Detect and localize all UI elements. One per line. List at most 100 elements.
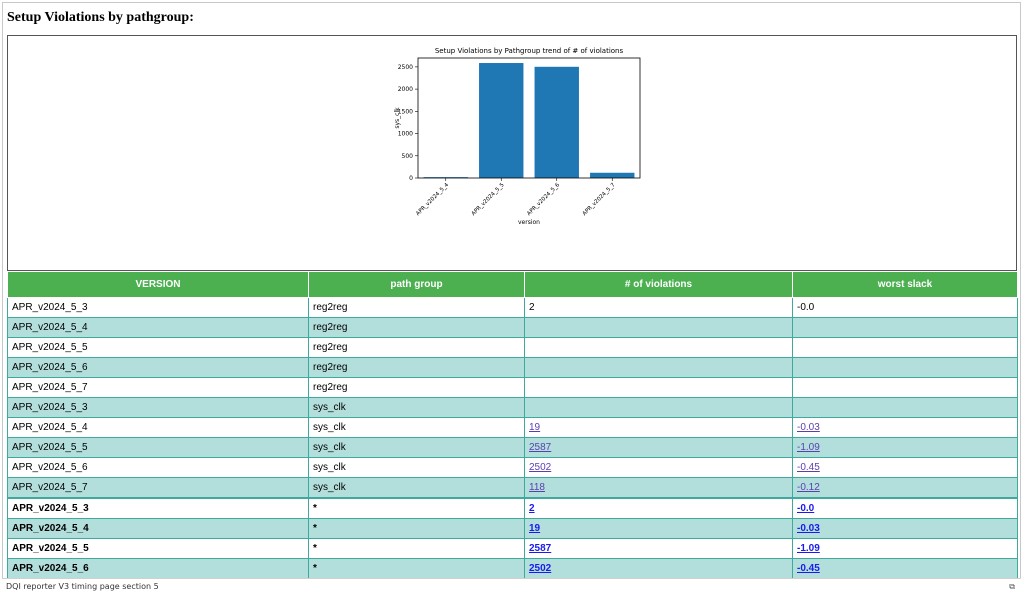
path-group-cell: reg2reg: [308, 317, 525, 338]
bar: [590, 172, 635, 178]
worst-slack-cell: [792, 377, 1018, 398]
y-tick-label: 2500: [398, 64, 413, 71]
violations-cell: [524, 377, 793, 398]
path-group-cell: reg2reg: [308, 357, 525, 378]
y-tick-label: 0: [409, 175, 413, 182]
worst-slack-cell: -0.0: [792, 297, 1018, 318]
x-tick-label: APR_v2024_5_5: [471, 182, 506, 217]
version-cell: APR_v2024_5_5: [7, 337, 309, 358]
version-cell: APR_v2024_5_4: [7, 417, 309, 438]
table-row: APR_v2024_5_5 sys_clk 2587 -1.09: [7, 437, 1018, 458]
violations-link[interactable]: 2587: [529, 442, 552, 453]
violations-link[interactable]: 19: [529, 422, 541, 433]
violations-link[interactable]: 2502: [529, 462, 552, 473]
y-tick-label: 500: [402, 153, 414, 160]
violations-cell: [524, 317, 793, 338]
column-header-violations[interactable]: # of violations: [524, 271, 793, 298]
violations-cell: 118: [524, 477, 793, 499]
violations-link[interactable]: 2502: [529, 563, 552, 574]
x-tick-label: APR_v2024_5_6: [526, 182, 561, 217]
table-row: APR_v2024_5_5 reg2reg: [7, 337, 1018, 358]
column-header-path-group[interactable]: path group: [308, 271, 525, 298]
violations-cell: 2: [524, 297, 793, 318]
y-tick-label: 1500: [398, 108, 413, 115]
worst-slack-link[interactable]: -0.45: [797, 462, 820, 473]
violations-link[interactable]: 118: [529, 482, 545, 493]
y-axis-label: sys_clk: [394, 107, 401, 129]
violations-table: VERSION path group # of violations worst…: [7, 271, 1018, 579]
worst-slack-cell: -0.03: [792, 417, 1018, 438]
restore-window-icon[interactable]: ⧉: [1009, 582, 1015, 591]
worst-slack-link[interactable]: -0.45: [797, 563, 820, 574]
worst-slack-link[interactable]: -1.09: [797, 442, 820, 453]
chart-container: Setup Violations by Pathgroup trend of #…: [7, 35, 1017, 271]
chart-title: Setup Violations by Pathgroup trend of #…: [435, 47, 624, 55]
version-cell: APR_v2024_5_7: [7, 477, 309, 499]
worst-slack-link[interactable]: -0.0: [797, 503, 815, 514]
table-row: APR_v2024_5_6 sys_clk 2502 -0.45: [7, 457, 1018, 478]
version-cell: APR_v2024_5_5: [7, 538, 309, 559]
section-title: Setup Violations by pathgroup:: [7, 10, 194, 25]
column-header-version[interactable]: VERSION: [7, 271, 309, 298]
table-row: APR_v2024_5_3 * 2 -0.0: [7, 497, 1018, 519]
x-axis-label: version: [518, 219, 540, 226]
worst-slack-cell: [792, 397, 1018, 418]
worst-slack-cell: [792, 357, 1018, 378]
path-group-cell: sys_clk: [308, 457, 525, 478]
worst-slack-cell: -0.12: [792, 477, 1018, 499]
bar: [534, 66, 579, 178]
worst-slack-link[interactable]: -0.03: [797, 523, 820, 534]
table-row: APR_v2024_5_5 * 2587 -1.09: [7, 538, 1018, 559]
violations-cell: [524, 337, 793, 358]
violations-link[interactable]: 2587: [529, 543, 552, 554]
path-group-cell: reg2reg: [308, 297, 525, 318]
path-group-cell: sys_clk: [308, 437, 525, 458]
footer-text: DQI reporter V3 timing page section 5: [6, 582, 159, 591]
violations-cell: [524, 357, 793, 378]
violations-link[interactable]: 19: [529, 523, 541, 534]
table-row: APR_v2024_5_7 sys_clk 118 -0.12: [7, 477, 1018, 499]
worst-slack-link[interactable]: -0.03: [797, 422, 820, 433]
version-cell: APR_v2024_5_4: [7, 518, 309, 539]
status-footer: DQI reporter V3 timing page section 5 ⧉: [2, 578, 1021, 595]
violations-cell: 2587: [524, 437, 793, 458]
violations-cell: [524, 397, 793, 418]
path-group-cell: sys_clk: [308, 397, 525, 418]
path-group-cell: *: [308, 558, 525, 579]
version-cell: APR_v2024_5_4: [7, 317, 309, 338]
version-cell: APR_v2024_5_3: [7, 297, 309, 318]
path-group-cell: reg2reg: [308, 377, 525, 398]
table-row: APR_v2024_5_6 reg2reg: [7, 357, 1018, 378]
violations-cell: 2587: [524, 538, 793, 559]
path-group-cell: reg2reg: [308, 337, 525, 358]
version-cell: APR_v2024_5_6: [7, 558, 309, 579]
version-cell: APR_v2024_5_5: [7, 437, 309, 458]
violations-link[interactable]: 2: [529, 503, 535, 514]
bar: [479, 63, 524, 178]
table-row: APR_v2024_5_4 * 19 -0.03: [7, 518, 1018, 539]
violations-cell: 2502: [524, 558, 793, 579]
version-cell: APR_v2024_5_6: [7, 357, 309, 378]
y-tick-label: 2000: [398, 86, 413, 93]
worst-slack-cell: -0.45: [792, 558, 1018, 579]
worst-slack-cell: -0.03: [792, 518, 1018, 539]
worst-slack-link[interactable]: -1.09: [797, 543, 820, 554]
path-group-cell: *: [308, 538, 525, 559]
table-row: APR_v2024_5_3 sys_clk: [7, 397, 1018, 418]
table-row: APR_v2024_5_4 sys_clk 19 -0.03: [7, 417, 1018, 438]
path-group-cell: sys_clk: [308, 477, 525, 499]
path-group-cell: *: [308, 497, 525, 519]
worst-slack-link[interactable]: -0.12: [797, 482, 820, 493]
table-row: APR_v2024_5_4 reg2reg: [7, 317, 1018, 338]
version-cell: APR_v2024_5_6: [7, 457, 309, 478]
path-group-cell: sys_clk: [308, 417, 525, 438]
worst-slack-cell: -0.45: [792, 457, 1018, 478]
table-header-row: VERSION path group # of violations worst…: [7, 271, 1018, 298]
violations-cell: 19: [524, 417, 793, 438]
column-header-worst-slack[interactable]: worst slack: [792, 271, 1018, 298]
plot-frame: [417, 57, 641, 179]
worst-slack-cell: -1.09: [792, 538, 1018, 559]
table-row: APR_v2024_5_3 reg2reg 2 -0.0: [7, 297, 1018, 318]
x-tick-label: APR_v2024_5_4: [415, 182, 450, 217]
bar: [423, 177, 468, 178]
